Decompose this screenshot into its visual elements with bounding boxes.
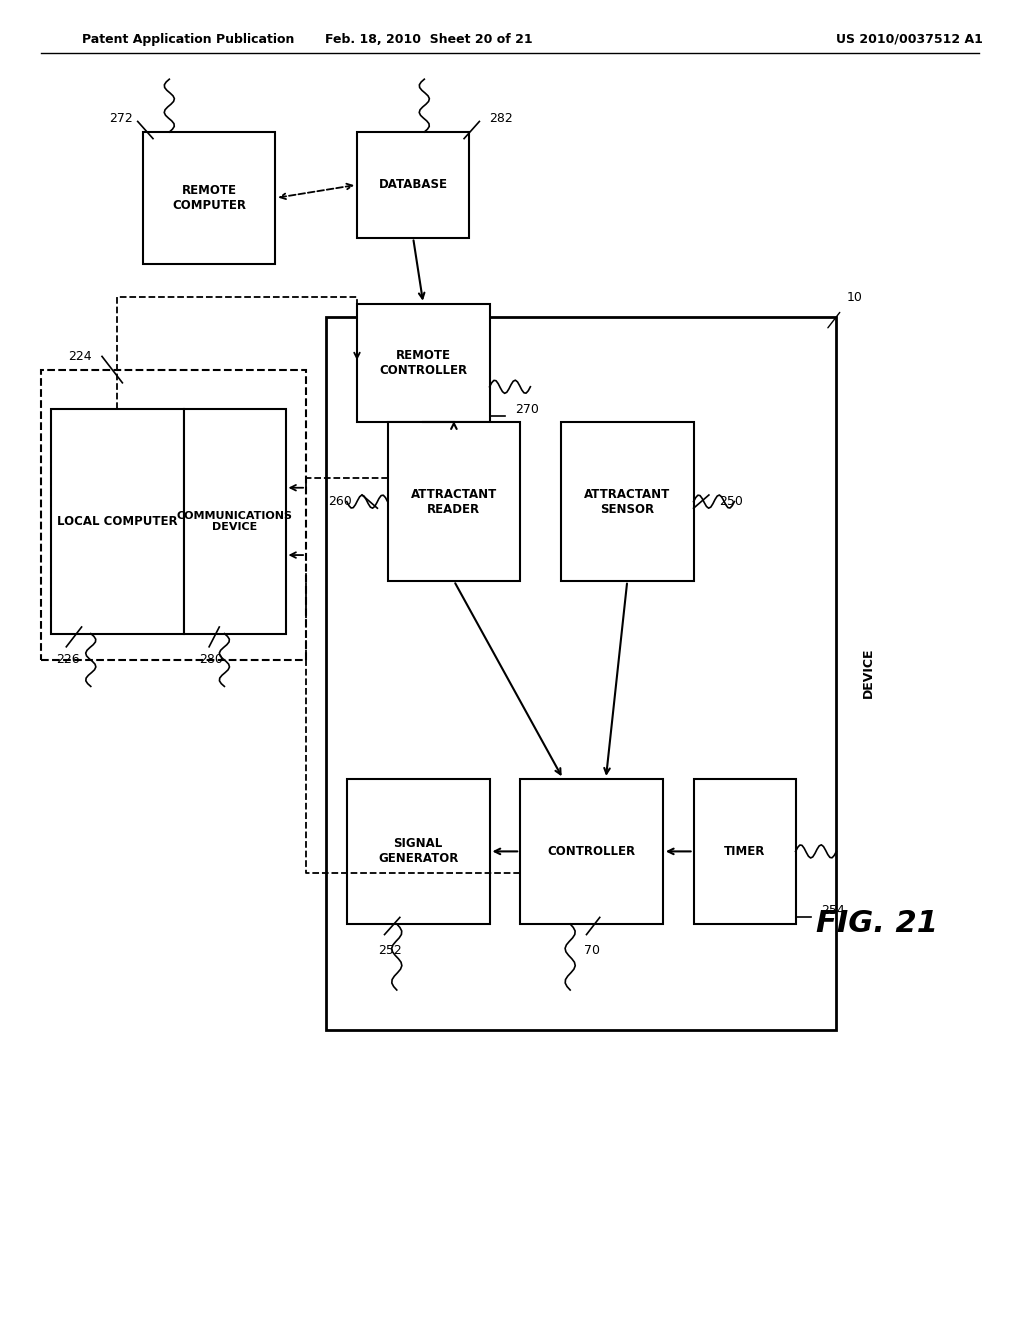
- FancyBboxPatch shape: [347, 779, 489, 924]
- Text: 252: 252: [378, 944, 401, 957]
- Text: 270: 270: [515, 403, 539, 416]
- Text: REMOTE
CONTROLLER: REMOTE CONTROLLER: [379, 348, 467, 378]
- FancyBboxPatch shape: [327, 317, 837, 1030]
- Text: 226: 226: [56, 653, 80, 667]
- FancyBboxPatch shape: [142, 132, 275, 264]
- Text: FIG. 21: FIG. 21: [816, 909, 938, 939]
- Text: Patent Application Publication: Patent Application Publication: [82, 33, 294, 46]
- Text: US 2010/0037512 A1: US 2010/0037512 A1: [837, 33, 983, 46]
- Text: DEVICE: DEVICE: [862, 648, 874, 698]
- FancyBboxPatch shape: [51, 409, 183, 634]
- Text: ATTRACTANT
READER: ATTRACTANT READER: [411, 487, 497, 516]
- FancyBboxPatch shape: [388, 422, 520, 581]
- FancyBboxPatch shape: [561, 422, 693, 581]
- Text: DATABASE: DATABASE: [379, 178, 447, 191]
- Text: 280: 280: [199, 653, 223, 667]
- FancyBboxPatch shape: [520, 779, 663, 924]
- Text: ATTRACTANT
SENSOR: ATTRACTANT SENSOR: [584, 487, 671, 516]
- Text: TIMER: TIMER: [724, 845, 765, 858]
- Text: SIGNAL
GENERATOR: SIGNAL GENERATOR: [378, 837, 459, 866]
- Text: 254: 254: [821, 904, 845, 917]
- Text: 70: 70: [584, 944, 600, 957]
- Text: 10: 10: [847, 290, 862, 304]
- FancyBboxPatch shape: [693, 779, 796, 924]
- Text: 272: 272: [109, 112, 132, 125]
- Text: Feb. 18, 2010  Sheet 20 of 21: Feb. 18, 2010 Sheet 20 of 21: [325, 33, 532, 46]
- Text: CONTROLLER: CONTROLLER: [548, 845, 636, 858]
- Text: 224: 224: [69, 350, 92, 363]
- Text: LOCAL COMPUTER: LOCAL COMPUTER: [57, 515, 177, 528]
- Text: COMMUNICATIONS
DEVICE: COMMUNICATIONS DEVICE: [176, 511, 293, 532]
- Text: 250: 250: [719, 495, 743, 508]
- FancyBboxPatch shape: [183, 409, 286, 634]
- FancyBboxPatch shape: [357, 304, 489, 422]
- FancyBboxPatch shape: [41, 370, 306, 660]
- Text: REMOTE
COMPUTER: REMOTE COMPUTER: [172, 183, 246, 213]
- Text: 260: 260: [328, 495, 352, 508]
- Text: 282: 282: [489, 112, 513, 125]
- FancyBboxPatch shape: [357, 132, 469, 238]
